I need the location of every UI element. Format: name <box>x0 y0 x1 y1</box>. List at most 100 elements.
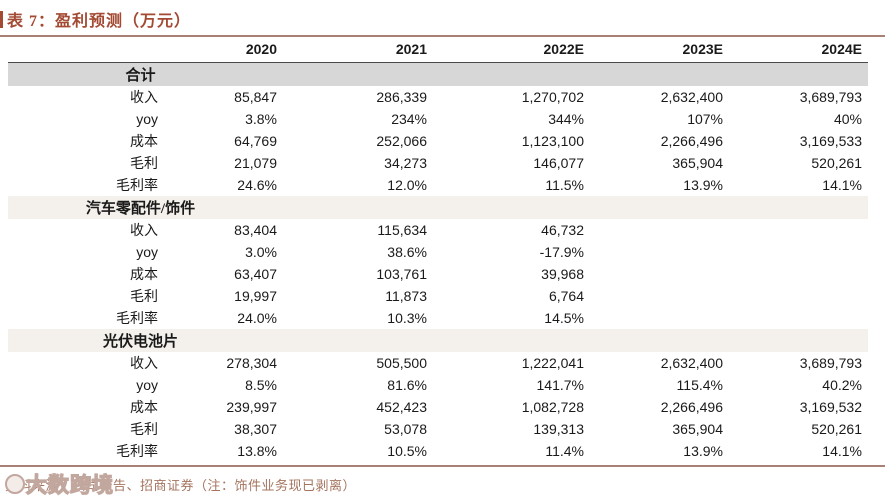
value-cell: 344% <box>548 111 584 127</box>
table-row: 毛利 21,079 34,273 146,077 365,904 520,261 <box>8 152 868 174</box>
forecast-table-body: 合计收入 85,847 286,339 1,270,702 2,632,400 3,689… <box>8 62 868 463</box>
year-column-header: 2021 <box>283 38 433 63</box>
value-cell <box>729 219 868 241</box>
table-row: 收入 83,404 115,634 46,732 <box>8 219 868 241</box>
value-cell: 239,997 <box>226 399 277 415</box>
value-cell: 365,904 <box>672 421 723 437</box>
value-cell: 1,270,702 <box>521 89 584 105</box>
table-row: 毛利率 13.8% 10.5% 11.4% 13.9% 14.1% <box>8 440 868 462</box>
value-cell <box>729 263 868 285</box>
section-band-row: 光伏电池片 <box>8 329 868 352</box>
value-cell: 115,634 <box>377 222 427 238</box>
table-row: yoy 8.5% 81.6% 141.7% 115.4% 40.2% <box>8 374 868 396</box>
row-label: 毛利率 <box>116 445 158 460</box>
value-cell <box>590 307 729 329</box>
value-cell: 38.6% <box>387 244 427 260</box>
value-cell: 10.5% <box>387 443 427 459</box>
value-cell: 141.7% <box>536 377 584 393</box>
value-cell: 11,873 <box>385 288 427 304</box>
value-cell: 64,769 <box>234 133 277 149</box>
value-cell: 21,079 <box>234 155 277 171</box>
value-cell: 8.5% <box>245 377 277 393</box>
value-cell: 252,066 <box>376 133 427 149</box>
value-cell: 12.0% <box>387 177 427 193</box>
value-cell <box>729 307 868 329</box>
value-cell: 278,304 <box>226 355 277 371</box>
row-label: yoy <box>136 244 158 260</box>
table-row: yoy 3.8% 234% 344% 107% 40% <box>8 108 868 130</box>
value-cell: 3.0% <box>245 244 277 260</box>
value-cell: 520,261 <box>811 421 862 437</box>
value-cell: 81.6% <box>387 377 427 393</box>
value-cell: 10.3% <box>387 310 427 326</box>
top-rule <box>0 35 885 37</box>
year-column-header: 2020 <box>168 38 283 63</box>
table-row: 毛利 19,997 11,873 6,764 <box>8 285 868 307</box>
value-cell: 13.9% <box>683 177 723 193</box>
value-cell: 40.2% <box>822 377 862 393</box>
value-cell: 146,077 <box>533 155 584 171</box>
table-row: 成本 63,407 103,761 39,968 <box>8 263 868 285</box>
value-cell: 505,500 <box>376 355 427 371</box>
value-cell: 3,689,793 <box>799 355 862 371</box>
value-cell: 115.4% <box>676 377 723 393</box>
bottom-rule <box>0 465 885 467</box>
value-cell: 24.6% <box>237 177 277 193</box>
table-row: 成本 239,997 452,423 1,082,728 2,266,496 3,169,… <box>8 396 868 418</box>
value-cell: 53,078 <box>384 421 427 437</box>
year-header-row: 2020 2021 2022E 2023E 2024E <box>8 38 868 63</box>
value-cell: 286,339 <box>376 89 427 105</box>
table-row: 毛利率 24.6% 12.0% 11.5% 13.9% 14.1% <box>8 174 868 196</box>
title-accent-bar <box>0 10 3 28</box>
row-label: 毛利率 <box>116 312 158 327</box>
value-cell: 1,123,100 <box>521 133 584 149</box>
profit-forecast-table: 2020 2021 2022E 2023E 2024E 合计收入 85,847 286,33… <box>8 38 868 462</box>
value-cell: 14.1% <box>822 443 862 459</box>
row-label-column-header <box>8 38 168 63</box>
row-label: 成本 <box>130 268 158 283</box>
row-label: 毛利 <box>130 423 158 438</box>
value-cell <box>729 241 868 263</box>
row-label: yoy <box>136 111 158 127</box>
value-cell: 2,266,496 <box>660 399 723 415</box>
value-cell: 13.8% <box>237 443 277 459</box>
value-cell: 11.4% <box>545 443 584 459</box>
section-title: 合计 <box>125 68 156 84</box>
value-cell <box>590 219 729 241</box>
value-cell: 11.5% <box>545 177 584 193</box>
row-label: 收入 <box>130 91 158 106</box>
value-cell: 85,847 <box>234 89 277 105</box>
value-cell: 3.8% <box>245 111 277 127</box>
value-cell: 38,307 <box>234 421 277 437</box>
value-cell: 520,261 <box>811 155 862 171</box>
row-label: 成本 <box>130 401 158 416</box>
value-cell: 14.5% <box>544 310 584 326</box>
value-cell: 34,273 <box>384 155 427 171</box>
row-label: 成本 <box>130 135 158 150</box>
value-cell: 14.1% <box>822 177 862 193</box>
row-label: yoy <box>136 377 158 393</box>
year-header: 2020 2021 2022E 2023E 2024E <box>8 38 868 63</box>
section-band-row: 汽车零配件/饰件 <box>8 196 868 219</box>
value-cell: 24.0% <box>237 310 277 326</box>
value-cell: 63,407 <box>234 266 277 282</box>
row-label: 毛利率 <box>116 179 158 194</box>
value-cell: -17.9% <box>539 244 584 260</box>
value-cell: 139,313 <box>533 421 584 437</box>
value-cell <box>590 241 729 263</box>
value-cell: 2,632,400 <box>660 355 723 371</box>
row-label: 收入 <box>130 357 158 372</box>
value-cell: 13.9% <box>683 443 723 459</box>
section-title: 光伏电池片 <box>102 334 178 350</box>
table-row: 毛利率 24.0% 10.3% 14.5% <box>8 307 868 329</box>
value-cell <box>590 263 729 285</box>
value-cell: 3,689,793 <box>799 89 862 105</box>
value-cell: 2,632,400 <box>660 89 723 105</box>
table-row: 成本 64,769 252,066 1,123,100 2,266,496 3,169,5… <box>8 130 868 152</box>
value-cell <box>729 285 868 307</box>
value-cell: 107% <box>687 111 723 127</box>
value-cell: 19,997 <box>234 288 277 304</box>
research-report-table-page: 表 7：盈利预测（万元） 2020 2021 2022E 2023E 2024E 合计收… <box>0 10 885 498</box>
value-cell: 2,266,496 <box>660 133 723 149</box>
value-cell: 365,904 <box>672 155 723 171</box>
